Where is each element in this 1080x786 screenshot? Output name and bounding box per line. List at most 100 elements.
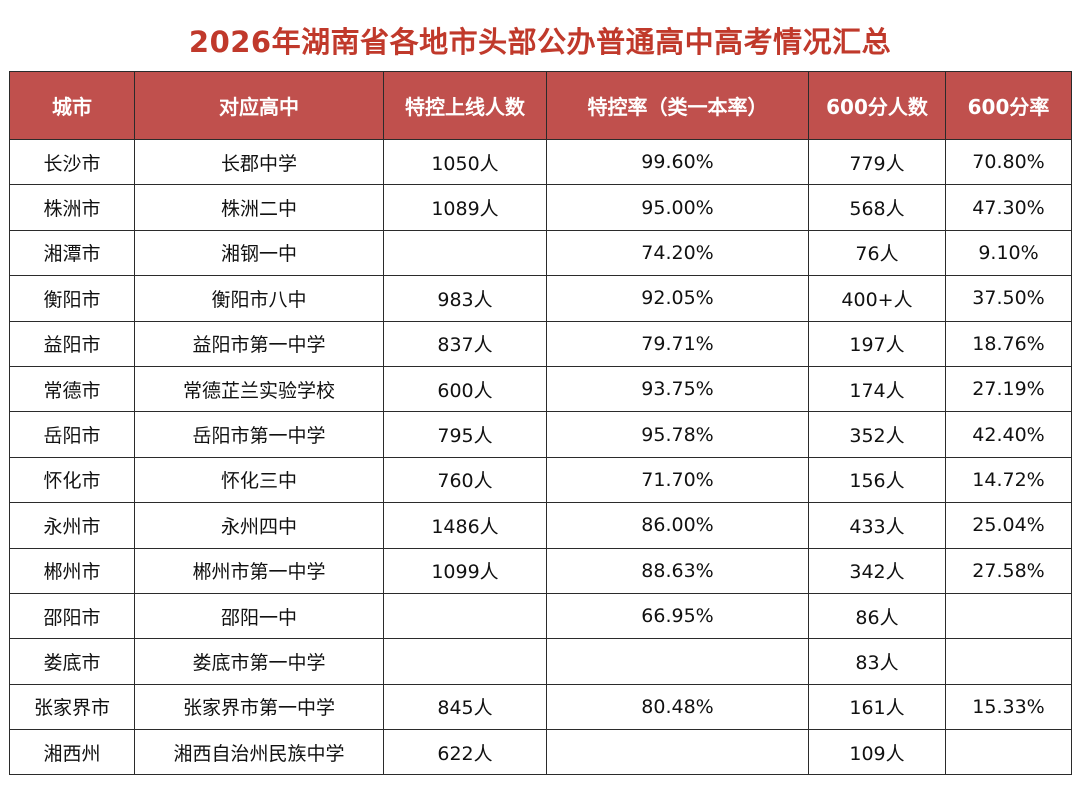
header-city: 城市 (9, 71, 135, 140)
table-row: 湘西州 湘西自治州民族中学 622人 109人 (9, 729, 1072, 776)
cell-school: 长郡中学 (134, 138, 384, 186)
cell-600-rate: 25.04% (945, 502, 1072, 549)
cell-600-count: 342人 (808, 547, 946, 594)
table-row: 湘潭市 湘钢一中 74.20% 76人 9.10% (9, 229, 1072, 277)
table-row: 永州市 永州四中 1486人 86.00% 433人 25.04% (9, 502, 1072, 549)
cell-school: 常德芷兰实验学校 (134, 365, 384, 413)
cell-school: 怀化三中 (134, 456, 384, 504)
cell-600-rate (945, 638, 1072, 685)
cell-special-count: 1486人 (383, 502, 547, 549)
header-special-rate: 特控率（类一本率） (546, 71, 809, 140)
cell-school: 郴州市第一中学 (134, 547, 384, 594)
cell-600-count: 83人 (808, 638, 946, 685)
cell-600-count: 352人 (808, 411, 946, 458)
cell-special-count: 1089人 (383, 184, 547, 231)
cell-special-count: 795人 (383, 411, 547, 458)
cell-school: 张家界市第一中学 (134, 683, 384, 731)
cell-school: 益阳市第一中学 (134, 320, 384, 367)
cell-600-rate (945, 592, 1072, 640)
cell-special-rate: 88.63% (546, 547, 809, 594)
cell-city: 湘西州 (9, 729, 135, 776)
header-600-rate: 600分率 (945, 71, 1072, 140)
cell-special-count: 983人 (383, 275, 547, 322)
cell-special-rate (546, 638, 809, 685)
cell-600-count: 779人 (808, 138, 946, 186)
cell-special-rate: 80.48% (546, 683, 809, 731)
cell-special-rate: 95.78% (546, 411, 809, 458)
cell-city: 长沙市 (9, 138, 135, 186)
cell-city: 张家界市 (9, 683, 135, 731)
cell-600-count: 433人 (808, 502, 946, 549)
header-row: 城市 对应高中 特控上线人数 特控率（类一本率） 600分人数 600分率 (9, 71, 1072, 140)
cell-special-count: 837人 (383, 320, 547, 367)
cell-600-rate: 27.58% (945, 547, 1072, 594)
cell-special-rate: 86.00% (546, 502, 809, 549)
cell-special-count: 1050人 (383, 138, 547, 186)
header-school: 对应高中 (134, 71, 384, 140)
cell-special-rate: 93.75% (546, 365, 809, 413)
cell-600-count: 568人 (808, 184, 946, 231)
cell-school: 岳阳市第一中学 (134, 411, 384, 458)
table-row: 常德市 常德芷兰实验学校 600人 93.75% 174人 27.19% (9, 365, 1072, 413)
cell-special-count: 600人 (383, 365, 547, 413)
table-row: 益阳市 益阳市第一中学 837人 79.71% 197人 18.76% (9, 320, 1072, 367)
cell-600-rate: 9.10% (945, 229, 1072, 277)
table-row: 张家界市 张家界市第一中学 845人 80.48% 161人 15.33% (9, 683, 1072, 731)
cell-city: 湘潭市 (9, 229, 135, 277)
table-row: 衡阳市 衡阳市八中 983人 92.05% 400+人 37.50% (9, 275, 1072, 322)
cell-city: 郴州市 (9, 547, 135, 594)
cell-special-count (383, 638, 547, 685)
cell-special-count: 1099人 (383, 547, 547, 594)
cell-school: 永州四中 (134, 502, 384, 549)
cell-city: 株洲市 (9, 184, 135, 231)
summary-table: 城市 对应高中 特控上线人数 特控率（类一本率） 600分人数 600分率 长沙… (9, 71, 1072, 776)
cell-600-rate: 14.72% (945, 456, 1072, 504)
cell-city: 永州市 (9, 502, 135, 549)
cell-special-rate: 79.71% (546, 320, 809, 367)
cell-600-rate: 37.50% (945, 275, 1072, 322)
table-row: 邵阳市 邵阳一中 66.95% 86人 (9, 592, 1072, 640)
cell-600-count: 86人 (808, 592, 946, 640)
page-title: 2026年湖南省各地市头部公办普通高中高考情况汇总 (188, 25, 892, 59)
cell-city: 益阳市 (9, 320, 135, 367)
cell-special-rate: 71.70% (546, 456, 809, 504)
cell-600-rate: 70.80% (945, 138, 1072, 186)
cell-600-count: 156人 (808, 456, 946, 504)
table-row: 怀化市 怀化三中 760人 71.70% 156人 14.72% (9, 456, 1072, 504)
cell-city: 邵阳市 (9, 592, 135, 640)
cell-city: 娄底市 (9, 638, 135, 685)
table-row: 郴州市 郴州市第一中学 1099人 88.63% 342人 27.58% (9, 547, 1072, 594)
cell-special-rate: 95.00% (546, 184, 809, 231)
cell-600-count: 109人 (808, 729, 946, 776)
cell-600-rate: 27.19% (945, 365, 1072, 413)
cell-600-rate: 47.30% (945, 184, 1072, 231)
table-row: 娄底市 娄底市第一中学 83人 (9, 638, 1072, 685)
cell-special-count: 845人 (383, 683, 547, 731)
cell-school: 湘西自治州民族中学 (134, 729, 384, 776)
cell-600-count: 197人 (808, 320, 946, 367)
cell-special-rate (546, 729, 809, 776)
table-row: 岳阳市 岳阳市第一中学 795人 95.78% 352人 42.40% (9, 411, 1072, 458)
cell-special-count (383, 229, 547, 277)
cell-600-count: 400+人 (808, 275, 946, 322)
cell-special-rate: 74.20% (546, 229, 809, 277)
cell-600-rate: 18.76% (945, 320, 1072, 367)
cell-special-rate: 92.05% (546, 275, 809, 322)
cell-600-rate: 42.40% (945, 411, 1072, 458)
header-special-count: 特控上线人数 (383, 71, 547, 140)
cell-600-count: 174人 (808, 365, 946, 413)
cell-special-count (383, 592, 547, 640)
cell-school: 娄底市第一中学 (134, 638, 384, 685)
cell-school: 衡阳市八中 (134, 275, 384, 322)
cell-school: 邵阳一中 (134, 592, 384, 640)
table-row: 长沙市 长郡中学 1050人 99.60% 779人 70.80% (9, 138, 1072, 186)
cell-city: 常德市 (9, 365, 135, 413)
cell-school: 株洲二中 (134, 184, 384, 231)
cell-600-count: 161人 (808, 683, 946, 731)
header-600-count: 600分人数 (808, 71, 946, 140)
cell-city: 怀化市 (9, 456, 135, 504)
cell-600-count: 76人 (808, 229, 946, 277)
cell-600-rate: 15.33% (945, 683, 1072, 731)
table-row: 株洲市 株洲二中 1089人 95.00% 568人 47.30% (9, 184, 1072, 231)
